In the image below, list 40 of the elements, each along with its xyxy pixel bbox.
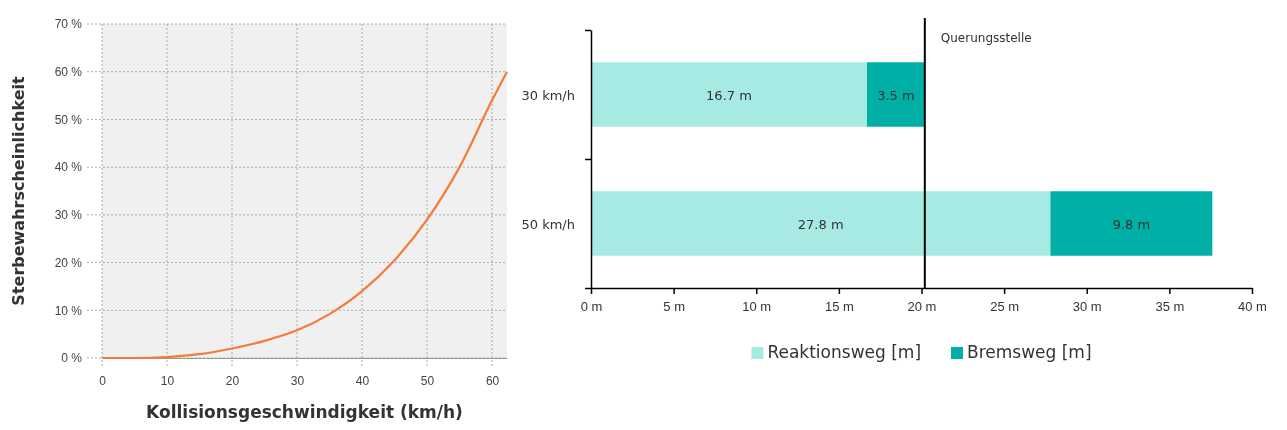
x-tick-label: 20 m — [907, 299, 937, 315]
bar — [866, 62, 925, 127]
line-series — [100, 70, 509, 360]
bar — [1050, 191, 1213, 256]
x-tick-label: 0 — [99, 373, 107, 388]
bar — [591, 62, 867, 127]
x-tick-label: 40 — [355, 373, 370, 388]
x-tick-label: 25 m — [990, 299, 1020, 315]
y-tick-label: 70 % — [54, 17, 83, 32]
x-tick-label: 35 m — [1155, 299, 1185, 315]
y-tick-label: 0 % — [61, 351, 83, 366]
x-tick-label: 10 — [160, 373, 175, 388]
y-tick-label: 50 % — [54, 112, 83, 127]
y-tick-label: 20 % — [54, 255, 83, 270]
x-tick-label: 15 m — [824, 299, 854, 315]
x-axis-title: Kollisionsgeschwindigkeit (km/h) — [146, 402, 463, 422]
y-tick-label: 50 km/h — [521, 216, 575, 232]
x-tick-label: 40 m — [1238, 299, 1267, 315]
x-tick-label: 0 m — [580, 299, 603, 315]
x-tick-label: 10 m — [742, 299, 772, 315]
y-tick-label: 40 % — [54, 160, 83, 175]
x-tick-label: 5 m — [663, 299, 685, 315]
legend-label: Reaktionsweg [m] — [767, 342, 922, 362]
x-tick-label: 30 m — [1072, 299, 1102, 315]
data-label: 27.8 m — [797, 216, 844, 232]
data-label: 16.7 m — [706, 87, 752, 103]
x-tick-label: 50 — [420, 373, 435, 388]
y-tick-label: 10 % — [54, 303, 83, 318]
x-tick-label: 30 — [290, 373, 305, 388]
y-tick-label: 30 % — [54, 208, 83, 223]
bar — [591, 191, 1051, 256]
x-tick-label: 60 — [485, 373, 500, 388]
data-label: 9.8 m — [1112, 216, 1151, 232]
ref-line-label: Querungsstelle — [940, 31, 1032, 45]
legend-label: Bremsweg [m] — [967, 342, 1092, 362]
x-tick-label: 20 — [225, 373, 240, 388]
data-label: 3.5 m — [877, 87, 915, 103]
y-axis-title: Sterbewahrscheinlichkeit — [9, 76, 28, 306]
y-tick-label: 60 % — [54, 65, 83, 80]
y-tick-label: 30 km/h — [521, 87, 575, 103]
